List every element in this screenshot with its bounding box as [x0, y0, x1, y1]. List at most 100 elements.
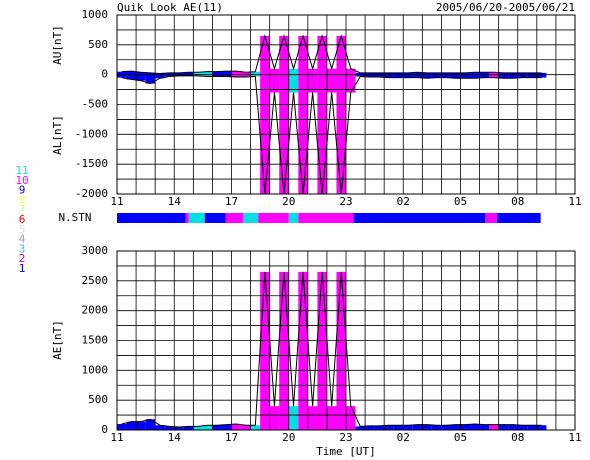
station-label: N.STN [58, 211, 91, 224]
al-bar [365, 74, 375, 78]
x-tick-label: 11 [110, 431, 123, 444]
ae-bar [269, 406, 280, 430]
al-bar [374, 74, 385, 78]
ae-line [121, 271, 542, 428]
frame [116, 250, 576, 431]
ae-bar [260, 271, 270, 430]
ae-bar [498, 424, 509, 430]
chart-title: Quik Look AE(11) [117, 1, 223, 14]
al-axis-title: AL[nT] [51, 115, 64, 155]
au-bar [298, 35, 308, 75]
frame [116, 14, 576, 195]
au-bar [117, 71, 127, 75]
y-tick-label: -2000 [75, 187, 108, 200]
au-bar [307, 68, 318, 75]
ae-bar [450, 424, 461, 430]
ae-bar [527, 425, 537, 430]
station-segment [288, 213, 299, 223]
al-bar [174, 74, 184, 76]
x-tick-label: 11 [110, 195, 123, 208]
station-segment [225, 213, 243, 223]
au-bar [508, 72, 518, 75]
ae-bar [508, 424, 518, 430]
al-bar [155, 74, 165, 79]
au-bar [450, 72, 461, 75]
station-segment [185, 213, 189, 223]
ae-bar [279, 271, 289, 430]
al-bar [384, 74, 394, 78]
ae-bar [412, 424, 423, 430]
station-segment [188, 213, 205, 223]
x-tick-label: 05 [454, 431, 467, 444]
ae-bar [374, 425, 385, 430]
station-segment [485, 213, 497, 223]
ae-bar [117, 424, 127, 430]
date-range: 2005/06/20-2005/06/21 [436, 1, 575, 14]
al-bar [193, 74, 203, 76]
y-tick-label: 1000 [82, 363, 109, 376]
al-bar [326, 74, 337, 93]
al-bar [489, 74, 499, 78]
ae-bar [126, 421, 137, 430]
au-bar [498, 72, 509, 75]
au-bar [183, 72, 194, 75]
au-bar [441, 72, 451, 75]
legend-label: 2 [19, 252, 26, 265]
legend-label: 5 [19, 223, 26, 236]
ae-bar [431, 425, 442, 430]
ae-bar [250, 425, 261, 430]
au-bar [145, 72, 156, 75]
al-bar [136, 74, 146, 81]
al-bar [355, 74, 366, 77]
ae-bar [288, 406, 299, 430]
y-tick-label: 1000 [82, 8, 109, 21]
au-bar [393, 72, 404, 75]
ae-bar [212, 425, 222, 430]
ae-bar [441, 425, 451, 430]
au-bar [479, 72, 490, 75]
au-bar [221, 71, 232, 75]
al-bar [126, 74, 137, 80]
ae-bar [155, 425, 165, 430]
au-bar [422, 72, 432, 75]
au-bar [317, 35, 327, 75]
station-segment [353, 213, 486, 223]
ae-bar [174, 427, 184, 430]
au-bar [489, 72, 499, 75]
au-bar [460, 72, 471, 75]
legend-label: 1 [19, 262, 26, 275]
legend-label: 10 [15, 174, 28, 187]
y-tick-label: 500 [88, 38, 108, 51]
y-tick-label: 0 [101, 423, 108, 436]
au-bar [155, 73, 165, 75]
al-bar [508, 74, 518, 79]
y-tick-label: 500 [88, 393, 108, 406]
ae-bar [536, 425, 547, 430]
y-tick-label: 3000 [82, 244, 109, 257]
y-tick-label: -500 [82, 98, 109, 111]
al-line [121, 75, 542, 194]
al-bar [431, 74, 442, 78]
au-bar [412, 72, 423, 75]
au-bar [384, 72, 394, 75]
legend-label: 8 [19, 193, 26, 206]
legend-label: 9 [19, 184, 26, 197]
au-bar [212, 71, 222, 75]
station-segment [242, 213, 259, 223]
au-bar [527, 72, 537, 75]
au-bar [536, 72, 547, 75]
x-tick-label: 17 [225, 195, 238, 208]
ae-bar [145, 419, 156, 430]
ae-bar [403, 425, 413, 430]
au-bar [279, 35, 289, 75]
x-tick-label: 08 [511, 431, 524, 444]
au-bar [126, 71, 137, 75]
al-bar [536, 74, 547, 78]
x-tick-label: 14 [168, 195, 182, 208]
x-tick-label: 05 [454, 195, 467, 208]
au-bar [174, 72, 184, 75]
ae-bar [517, 425, 528, 430]
au-bar [193, 72, 203, 75]
y-tick-label: 2500 [82, 274, 109, 287]
al-bar [241, 74, 251, 78]
